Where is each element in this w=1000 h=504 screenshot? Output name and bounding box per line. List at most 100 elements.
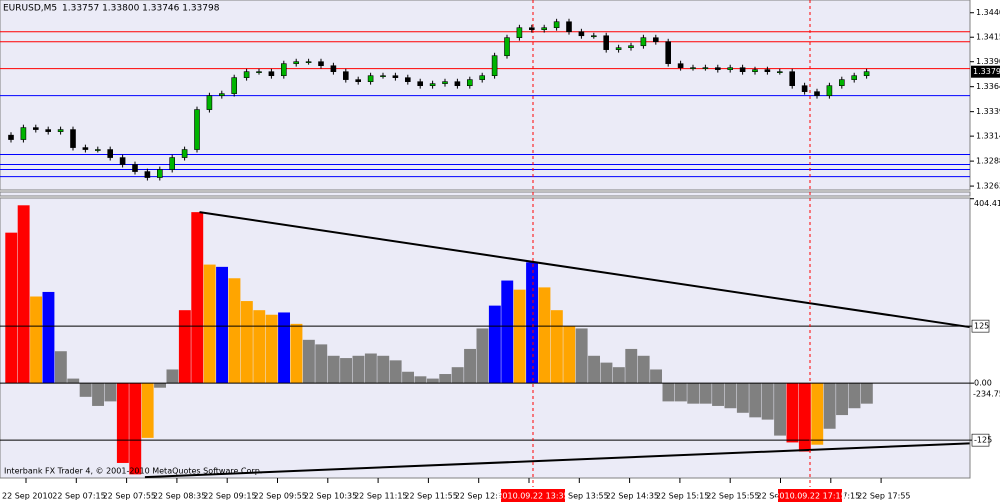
histogram-bar [315, 344, 328, 384]
x-tick-label: 22 Sep 11:15 [354, 492, 407, 501]
y-tick-label: -125 [974, 436, 992, 445]
candle-body [219, 93, 225, 96]
current-price: 1.33798 [973, 67, 1000, 76]
footer: Interbank FX Trader 4, © 2001-2010 MetaQ… [4, 467, 262, 476]
histogram-bar [687, 383, 700, 404]
candle-body [342, 71, 349, 80]
histogram-bar [265, 314, 278, 384]
histogram-bar [402, 371, 414, 384]
histogram-bar [203, 264, 216, 384]
candle-body [528, 27, 535, 30]
histogram-bar [848, 383, 861, 409]
histogram-bar [476, 328, 489, 384]
candle-body [652, 37, 659, 43]
candle-body [578, 31, 585, 37]
candle-body [256, 71, 262, 73]
histogram-bar [129, 383, 142, 475]
candle-body [553, 21, 560, 29]
candle-body [764, 69, 771, 72]
candle-body [776, 71, 783, 73]
y-tick-label: 1.33390 [976, 107, 1000, 116]
histogram-bar [736, 383, 749, 413]
cursor-label: 2010.09.22 13:35 [497, 492, 568, 501]
histogram-bar [5, 232, 18, 384]
tick-box [971, 319, 990, 333]
candle-body [752, 69, 758, 72]
histogram-bar [699, 383, 712, 404]
candle-body [243, 71, 250, 78]
x-tick-label: 22 Sep 08:35 [153, 492, 206, 501]
histogram-bar [154, 383, 166, 388]
histogram-bar [178, 310, 191, 384]
histogram-bar [439, 374, 452, 384]
histogram-bar [54, 351, 67, 384]
y-tick-label: 1.33645 [976, 82, 1000, 91]
y-tick-label: 0.00 [974, 379, 992, 388]
candle-body [404, 77, 411, 82]
candle-body [491, 55, 498, 77]
candle-body [95, 149, 101, 151]
candle-body [280, 63, 287, 77]
candle-body [814, 91, 820, 96]
histogram-bar [538, 287, 551, 384]
histogram-bar [464, 348, 476, 384]
x-tick-label: 22 Sep 12:35 [455, 492, 508, 501]
histogram-bar [550, 310, 563, 384]
histogram-bar [104, 383, 117, 402]
candle-body [442, 81, 448, 84]
histogram-bar [166, 369, 179, 384]
x-tick-label: 22 Sep 11:55 [404, 492, 457, 501]
candle-body [70, 129, 76, 148]
candle-body [355, 79, 362, 82]
y-tick-label: 1.33140 [976, 132, 1000, 141]
candle-body [851, 75, 858, 80]
x-tick-label: 22 Sep 17:55 [857, 492, 910, 501]
candle-body [231, 77, 237, 94]
histogram-bar [575, 328, 588, 384]
histogram-bar [724, 383, 737, 409]
cursor-box [778, 489, 842, 502]
histogram-bar [253, 310, 266, 384]
candle-body [305, 61, 312, 64]
chart-subtitle: 1.33757 1.33800 1.33746 1.33798 [62, 4, 220, 14]
histogram-bar [823, 383, 836, 429]
candle-body [590, 35, 597, 38]
candle-body [8, 134, 14, 140]
trendline [199, 211, 970, 329]
histogram-bar [426, 378, 439, 384]
histogram-bar [513, 289, 526, 384]
histogram-bar [116, 383, 129, 463]
histogram-bar [327, 355, 340, 384]
candle-body [429, 83, 436, 86]
candle-body [727, 67, 734, 70]
histogram-bar [216, 266, 228, 384]
y-min-label: -234.7547 [973, 390, 1000, 399]
y-tick-label: 1.33900 [976, 57, 1000, 66]
candle-body [107, 149, 113, 158]
histogram-bar [228, 278, 241, 384]
histogram-bar [749, 383, 762, 418]
candle-body [702, 67, 709, 69]
histogram-bar [79, 383, 92, 397]
histogram-bar [650, 369, 662, 384]
y-tick-label: 125 [974, 322, 989, 331]
candle-body [863, 71, 870, 77]
x-tick-label: 22 Sep 13:55 [555, 492, 608, 501]
histogram-bar [501, 280, 514, 384]
candle-body [454, 81, 461, 86]
y-tick-label: 1.34400 [976, 8, 1000, 17]
histogram-bar [625, 348, 638, 384]
histogram-bar [798, 383, 811, 452]
price-panel [0, 0, 971, 191]
y-tick-label: 1.32630 [976, 182, 1000, 191]
histogram-bar [811, 383, 824, 445]
histogram-bar [637, 355, 650, 384]
candle-body [32, 127, 39, 130]
y-tick-label: 404.4170 [974, 199, 1000, 208]
histogram-bar [141, 383, 154, 438]
histogram-bar [191, 212, 204, 384]
histogram-bar [364, 353, 377, 384]
candle-body [417, 81, 424, 86]
candle-body [603, 35, 610, 50]
candle-body [181, 149, 188, 158]
